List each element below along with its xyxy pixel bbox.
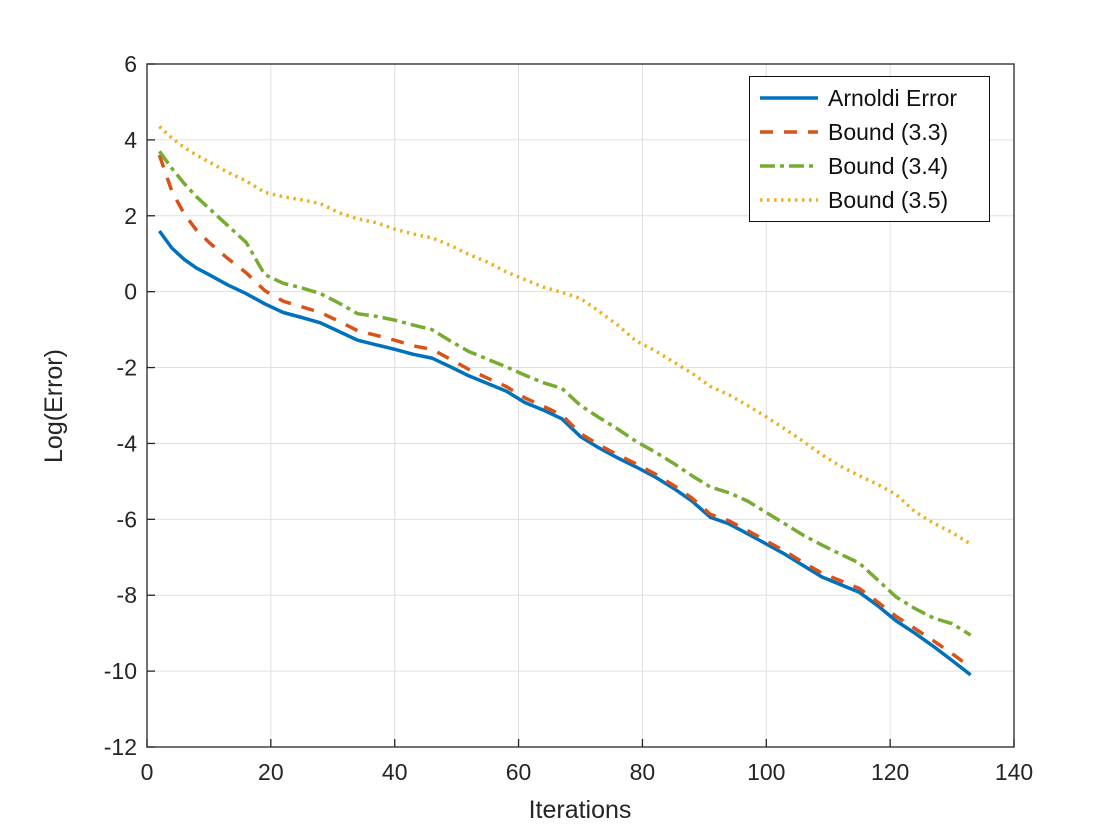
- series-line-2: [157, 150, 972, 637]
- legend-item-label: Bound (3.4): [828, 152, 949, 179]
- x-tick-label: 60: [506, 759, 532, 785]
- x-tick-label: 120: [871, 759, 909, 785]
- legend-item-bound-3-3: Bound (3.3): [758, 116, 989, 148]
- series-line-3: [158, 125, 972, 546]
- series-line-0: [157, 229, 972, 677]
- y-tick-label: 4: [124, 127, 137, 153]
- x-tick-label: 0: [141, 759, 154, 785]
- x-tick-label: 140: [995, 759, 1033, 785]
- legend: Arnoldi Error Bound (3.3) Bound (3.4) Bo…: [749, 76, 990, 222]
- y-tick-label: -8: [117, 582, 137, 608]
- legend-line-sample: [760, 96, 818, 100]
- legend-line-sample: [760, 130, 818, 134]
- legend-item-bound-3-4: Bound (3.4): [758, 150, 989, 182]
- legend-item-label: Bound (3.3): [828, 118, 949, 145]
- axis-ticks: [146, 63, 1015, 748]
- legend-line-sample: [760, 198, 818, 202]
- data-series: [157, 125, 972, 677]
- axes-box: [146, 63, 1015, 748]
- legend-line-sample: [760, 164, 818, 168]
- x-tick-label: 80: [630, 759, 656, 785]
- x-tick-label: 100: [747, 759, 785, 785]
- x-axis-label: Iterations: [529, 796, 632, 824]
- y-tick-label: -10: [104, 658, 137, 684]
- legend-item-bound-3-5: Bound (3.5): [758, 184, 989, 216]
- tick-labels: 0 20 40 60 80 100 120 140 -12 -10 -8 -6 -4 -2 0 2 4 6: [104, 51, 1033, 785]
- y-tick-label: -4: [117, 430, 138, 456]
- x-tick-label: 20: [258, 759, 284, 785]
- y-tick-label: 6: [124, 51, 137, 77]
- legend-item-label: Bound (3.5): [828, 186, 949, 213]
- y-tick-label: 2: [124, 203, 137, 229]
- y-tick-label: -12: [104, 734, 137, 760]
- legend-item-label: Arnoldi Error: [828, 84, 958, 111]
- plot-border: [146, 63, 1015, 748]
- y-tick-label: -2: [117, 355, 137, 381]
- legend-item-arnoldi-error: Arnoldi Error: [758, 82, 989, 114]
- y-tick-label: -6: [117, 506, 137, 532]
- series-line-1: [157, 154, 972, 669]
- x-tick-label: 40: [382, 759, 408, 785]
- y-tick-label: 0: [124, 279, 137, 305]
- y-axis-label: Log(Error): [40, 349, 68, 463]
